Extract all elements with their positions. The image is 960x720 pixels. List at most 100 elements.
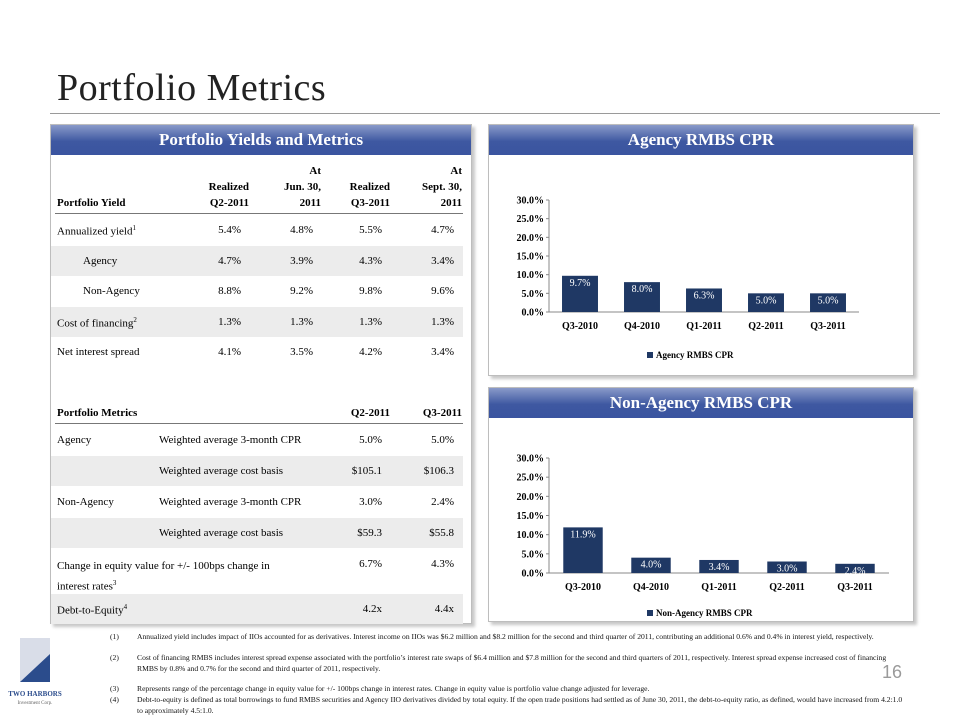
footnote-marker: 3 [112,579,117,587]
bar [767,561,807,573]
row-value: 1.3% [218,315,241,328]
metrics-header-rule [55,423,463,424]
y-tick-label: 25.0% [517,473,545,484]
bar [563,527,603,573]
bar [810,293,846,312]
yield-header-rule [55,213,463,214]
yield-col-header: Realized [208,181,249,193]
row-value: 3.4% [431,346,454,358]
non-agency-cpr-chart: 0.0% 5.0% 10.0% 15.0% 20.0% 25.0% 30.0% 11.9% Q3… [517,454,889,618]
y-tick-label: 25.0% [517,214,545,225]
data-label: 5.0% [756,295,777,306]
logo-subtext: Investment Corp. [18,701,53,706]
row-description: Weighted average cost basis [159,465,284,477]
table-row: Agency Weighted average 3-month CPR 5.0% 5.… [51,425,463,455]
row-value: 9.2% [290,285,313,297]
footnote-marker: 2 [133,315,137,324]
data-label: 5.0% [818,295,839,306]
y-tick-label: 10.0% [517,270,545,281]
table-row: Change in equity value for +/- 100bps ch… [51,549,463,593]
row-label: Non-Agency [57,496,114,508]
bar [748,293,784,312]
legend-label: Non-Agency RMBS CPR [656,608,753,618]
row-label: Debt-to-Equity4 [57,603,128,617]
row-label: Change in equity value for +/- 100bps ch… [57,560,270,593]
x-tick-label: Q3-2011 [810,321,846,332]
bar [835,563,875,573]
x-tick-label: Q4-2010 [624,321,660,332]
metrics-col-header: Q3-2011 [422,407,462,419]
data-label: 3.4% [709,562,730,573]
non-agency-cpr-panel: Non-Agency RMBS CPR 0.0% 5.0% 10.0% 15.0% 20… [488,387,914,622]
y-tick-label: 5.0% [522,549,545,560]
row-value: 1.3% [359,315,382,328]
row-label: Annualized yield1 [57,224,136,238]
yield-col-header: Q3-2011 [350,197,390,209]
y-tick-label: 20.0% [517,492,545,503]
y-tick-label: 30.0% [517,196,545,207]
bar [699,559,739,573]
bar [686,288,722,312]
y-tick-label: 15.0% [517,252,545,263]
row-value: 5.0% [431,434,454,446]
non-agency-cpr-header: Non-Agency RMBS CPR [489,388,913,418]
legend-swatch [647,352,653,358]
yield-col-header: At [450,165,462,177]
row-value: 5.5% [359,224,382,236]
y-tick-label: 30.0% [517,454,545,465]
row-value: 3.4% [431,254,454,267]
footnote-number: (4) [110,695,119,704]
row-value: 3.9% [290,254,313,267]
row-value: 3.0% [359,496,382,508]
row-value: 4.2x [362,603,382,615]
row-value: $105.1 [351,465,382,477]
table-row: Cost of financing2 1.3% 1.3% 1.3% 1.3% [51,306,463,337]
footnote-marker: 4 [123,603,128,611]
table-row: Agency 4.7% 3.9% 4.3% 3.4% [51,245,463,276]
row-label: Non-Agency [83,285,140,297]
footnote-text: Cost of financing RMBS includes interest… [137,653,887,673]
y-tick-label: 15.0% [517,511,545,522]
row-description: Weighted average cost basis [159,527,284,539]
footnote-text: Annualized yield includes impact of IIOs… [137,632,874,641]
table-row: Annualized yield1 5.4% 4.8% 5.5% 4.7% [51,215,463,245]
title-divider [50,113,940,114]
x-tick-label: Q1-2011 [701,582,737,593]
x-tick-label: Q3-2011 [837,582,873,593]
row-value: 4.7% [431,224,454,236]
footnote-marker: 1 [132,224,136,232]
yield-col-header: 2011 [299,197,321,209]
row-value: 1.3% [431,315,454,328]
data-label: 2.4% [845,566,866,577]
data-label: 6.3% [694,290,715,301]
row-label: Agency [83,254,118,267]
row-value: 8.8% [218,285,241,297]
yield-col-header: Q2-2011 [209,197,249,209]
data-label: 3.0% [777,564,798,575]
metrics-title: Portfolio Metrics [57,407,138,419]
row-value: $59.3 [357,527,382,539]
row-value: 4.3% [431,558,454,570]
row-value: 4.7% [218,254,241,267]
y-tick-label: 0.0% [522,569,545,580]
row-value: 4.4x [434,603,454,615]
yield-col-header: Realized [349,181,390,193]
y-tick-label: 10.0% [517,530,545,541]
page-title: Portfolio Metrics [57,67,327,109]
row-value: $55.8 [429,527,454,539]
footnote-number: (3) [110,684,119,693]
footnote-text: Debt-to-equity is defined as total borro… [137,695,903,715]
yield-col-header: At [309,165,321,177]
legend-swatch [647,610,653,616]
row-value: 9.8% [359,285,382,297]
x-tick-label: Q4-2010 [633,582,669,593]
table-row: Weighted average cost basis $105.1 $106.3 [51,456,463,486]
row-value: 6.7% [359,558,382,570]
table-row: Debt-to-Equity4 4.2x 4.4x [51,594,463,624]
row-label: Cost of financing2 [57,315,137,330]
row-value: 3.5% [290,346,313,358]
yields-metrics-panel: Portfolio Yields and Metrics Portfolio Y… [50,124,472,624]
x-tick-label: Q3-2010 [562,321,598,332]
legend-label: Agency RMBS CPR [656,350,734,360]
page-number: 16 [882,662,903,682]
